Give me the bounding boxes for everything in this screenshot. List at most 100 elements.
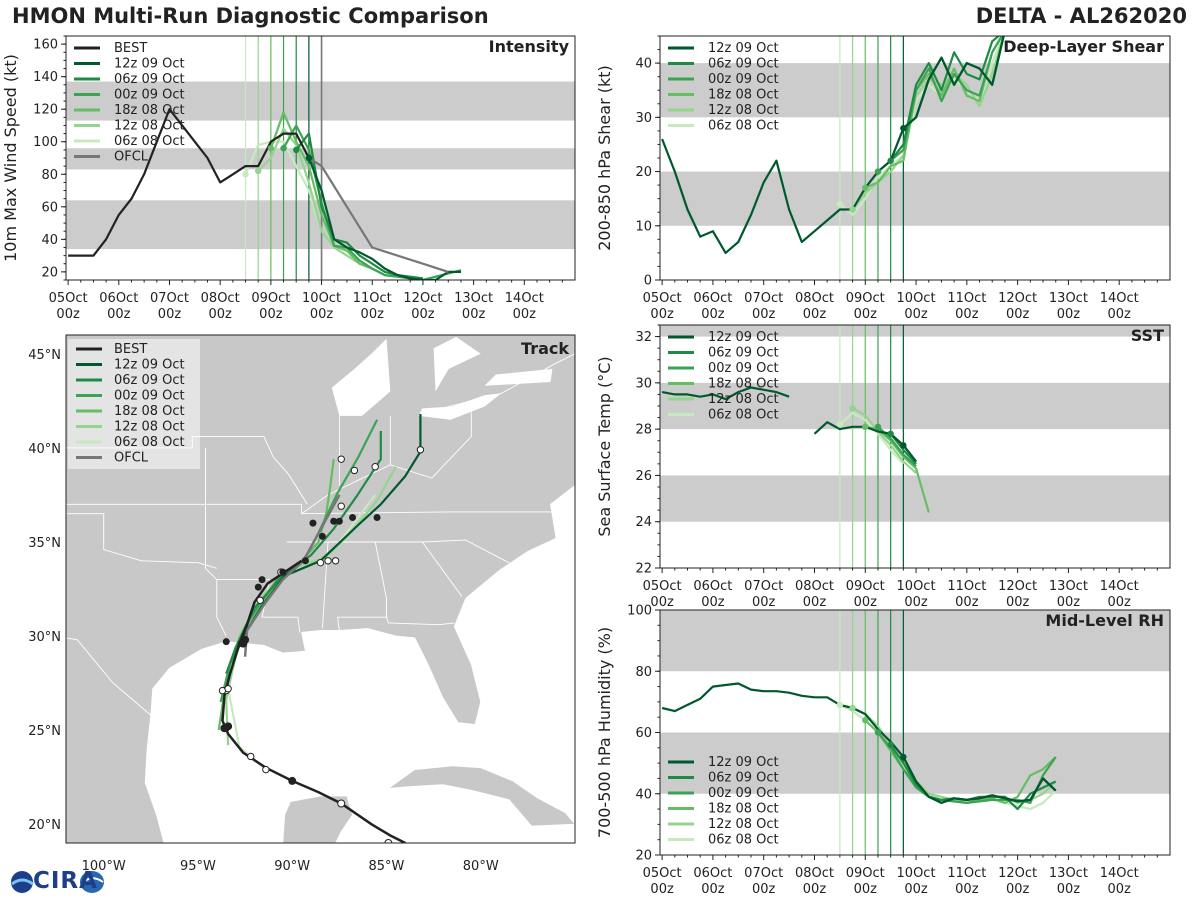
land-jamaica — [517, 852, 551, 867]
sst-title: SST — [1131, 326, 1164, 345]
track-point-filled — [335, 517, 343, 525]
shear-init-point — [874, 168, 882, 175]
shear-series-run — [877, 36, 1004, 173]
shear-ytick-label: 10 — [635, 219, 652, 234]
sst-xtick-sublabel: 00z — [701, 595, 725, 610]
track-legend-label: 06z 08 Oct — [114, 435, 185, 450]
land-yucatan — [282, 795, 353, 843]
rh-init-point — [849, 704, 856, 712]
shear-legend-label: 06z 09 Oct — [708, 57, 779, 72]
rh-xtick-sublabel: 00z — [1057, 882, 1081, 897]
rh-xtick-label: 14Oct — [1100, 866, 1139, 881]
intensity-panel: 2040608010012014016005Oct00z06Oct00z07Oc… — [1, 35, 576, 322]
track-legend-label: 06z 09 Oct — [114, 373, 185, 388]
track-point-filled — [254, 583, 262, 591]
track-point-open — [262, 765, 270, 774]
shear-xtick-sublabel: 00z — [1057, 307, 1081, 322]
rh-legend-label: 00z 09 Oct — [708, 786, 779, 801]
track-point-filled — [330, 517, 338, 525]
intensity-ytick-label: 20 — [41, 265, 58, 280]
intensity-init-point — [267, 145, 275, 152]
header-right: DELTA - AL262020 — [975, 4, 1187, 28]
logo-icon — [11, 871, 104, 893]
sst-init-point — [862, 423, 869, 431]
intensity-xtick-sublabel: 00z — [259, 307, 283, 322]
rh-init-point — [887, 741, 894, 748]
sst-legend-label: 12z 09 Oct — [708, 330, 779, 345]
intensity-xtick-sublabel: 00z — [411, 307, 435, 322]
track-point-open — [337, 455, 345, 463]
intensity-xtick-sublabel: 00z — [208, 307, 232, 322]
rh-legend-label: 18z 08 Oct — [708, 802, 779, 817]
lake-erie — [418, 393, 502, 420]
sst-xtick-label: 08Oct — [795, 579, 834, 594]
track-point-open — [337, 502, 345, 510]
rh-xtick-sublabel: 00z — [904, 882, 928, 897]
shear-xtick-label: 12Oct — [998, 291, 1037, 306]
intensity-xtick-label: 08Oct — [201, 291, 240, 306]
sst-ytick-label: 22 — [635, 562, 652, 577]
sst-panel: 22242628303205Oct00z06Oct00z07Oct00z08Oc… — [595, 324, 1171, 610]
rh-xtick-label: 08Oct — [795, 866, 834, 881]
rh-ylabel: 700-500 hPa Humidity (%) — [595, 627, 614, 838]
sst-xtick-sublabel: 00z — [650, 595, 674, 610]
rh-init-point — [874, 729, 882, 736]
sst-xtick-sublabel: 00z — [803, 595, 827, 610]
rh-legend-label: 06z 09 Oct — [708, 771, 779, 786]
intensity-xtick-label: 09Oct — [251, 291, 290, 306]
sst-init-point — [849, 405, 856, 412]
rh-ytick-label: 40 — [635, 787, 652, 802]
shear-xtick-label: 13Oct — [1049, 291, 1088, 306]
sst-legend-label: 06z 09 Oct — [708, 346, 779, 361]
intensity-xtick-sublabel: 00z — [310, 307, 334, 322]
intensity-xtick-sublabel: 00z — [56, 307, 80, 322]
track-best-point — [337, 799, 346, 808]
shear-band — [660, 171, 1170, 226]
state-border — [263, 436, 308, 505]
track-point-filled — [373, 514, 381, 522]
track-lat-label: 25°N — [28, 724, 61, 739]
intensity-xtick-sublabel: 00z — [513, 307, 537, 322]
shear-legend-label: 12z 09 Oct — [708, 41, 779, 56]
track-best-point — [384, 839, 393, 843]
sst-legend-label: 06z 08 Oct — [708, 408, 779, 423]
track-point-open — [224, 685, 232, 693]
intensity-legend-label: 12z 09 Oct — [114, 57, 185, 72]
sst-xtick-label: 05Oct — [643, 579, 682, 594]
shear-xtick-sublabel: 00z — [1108, 307, 1132, 322]
rh-xtick-label: 11Oct — [947, 866, 986, 881]
shear-xtick-sublabel: 00z — [854, 307, 878, 322]
shear-xtick-sublabel: 00z — [650, 307, 674, 322]
shear-legend-label: 06z 08 Oct — [708, 119, 779, 134]
track-lat-label: 30°N — [28, 630, 61, 645]
sst-xtick-label: 09Oct — [846, 579, 885, 594]
rh-init-point — [836, 701, 844, 709]
shear-legend-label: 00z 09 Oct — [708, 72, 779, 87]
intensity-xtick-label: 10Oct — [302, 291, 341, 306]
shear-ytick-label: 30 — [635, 111, 652, 126]
sst-xtick-label: 06Oct — [693, 579, 732, 594]
shear-xtick-sublabel: 00z — [752, 307, 776, 322]
shear-legend-label: 12z 08 Oct — [708, 103, 779, 118]
track-point-open — [247, 752, 255, 761]
logo: CIRA — [6, 866, 106, 898]
track-legend-label: 12z 09 Oct — [114, 358, 185, 373]
sst-init-point — [836, 421, 844, 428]
intensity-ytick-label: 40 — [41, 233, 58, 248]
rh-xtick-label: 07Oct — [744, 866, 783, 881]
intensity-ytick-label: 100 — [33, 135, 58, 150]
intensity-xtick-label: 13Oct — [454, 291, 493, 306]
rh-ytick-label: 80 — [635, 665, 652, 680]
shear-series-run — [889, 36, 1001, 162]
track-lon-label: 90°W — [274, 859, 310, 874]
track-point-filled — [222, 638, 230, 646]
rh-xtick-sublabel: 00z — [752, 882, 776, 897]
sst-xtick-sublabel: 00z — [955, 595, 979, 610]
track-point-filled — [258, 576, 266, 584]
sst-ytick-label: 30 — [635, 376, 652, 391]
rh-xtick-sublabel: 00z — [955, 882, 979, 897]
state-border — [66, 513, 217, 569]
sst-xtick-label: 11Oct — [947, 579, 986, 594]
shear-xtick-label: 11Oct — [947, 291, 986, 306]
intensity-legend-label: 06z 09 Oct — [114, 72, 185, 87]
